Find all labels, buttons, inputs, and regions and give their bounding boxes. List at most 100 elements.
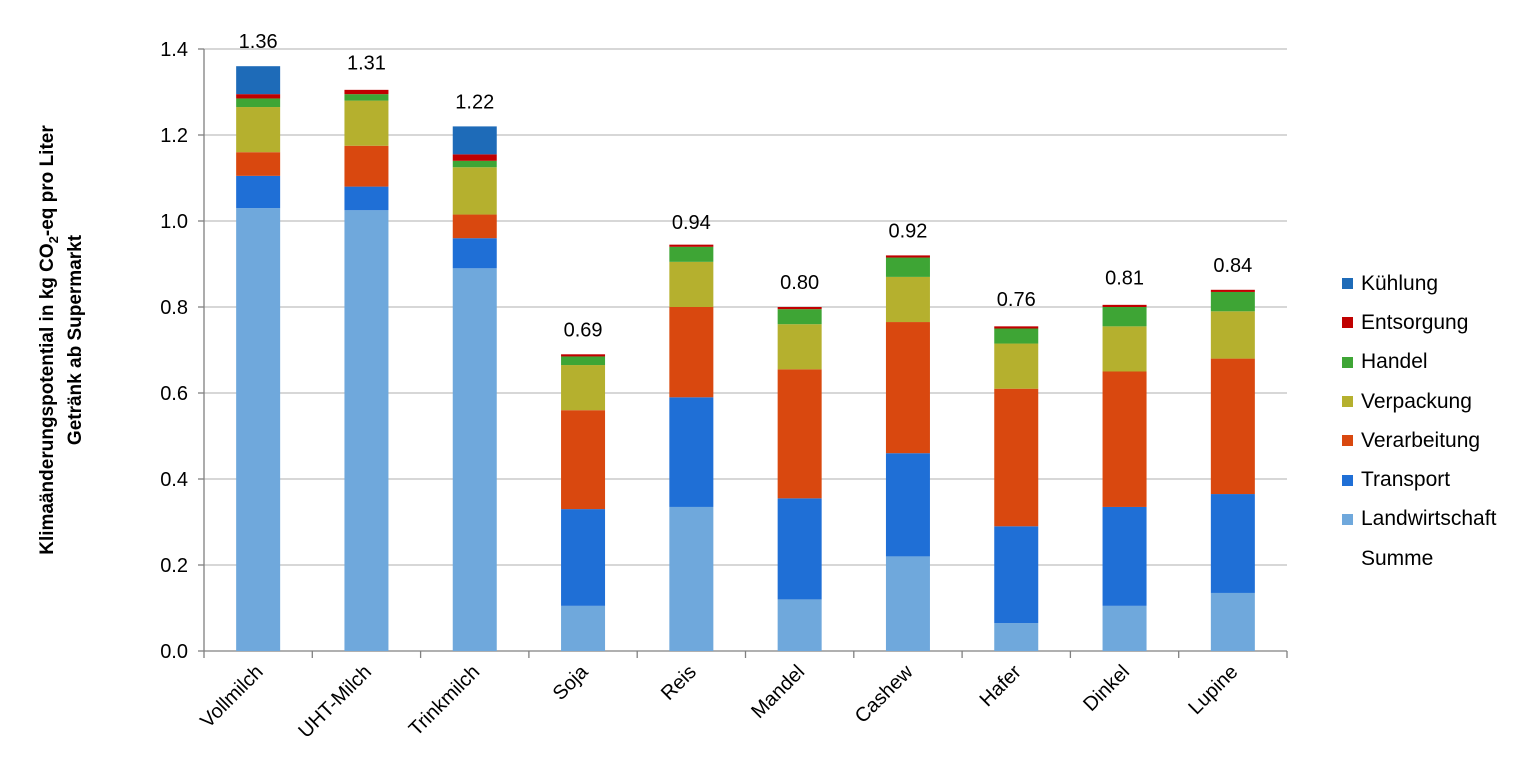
bar-segment [561,356,606,366]
bar-segment [885,276,930,323]
bar-segment [236,208,281,651]
bar-segment [1102,304,1147,307]
y-tick-label: 0.6 [160,383,188,405]
bar-segment [344,145,389,187]
bar-segment [344,94,389,101]
bar-segment [1102,307,1147,327]
legend-swatch-landwirtschaft [1342,513,1353,525]
bar-segment [669,244,714,247]
bar-segment [452,160,497,168]
bar-segment [1210,289,1255,292]
bar-segment [669,397,714,507]
bar-segment [344,100,389,146]
total-label: 0.84 [1213,255,1252,277]
x-tick-label: Vollmilch [196,661,267,732]
legend-swatch-handel [1342,356,1353,368]
legend-swatch-entsorgung [1342,317,1353,329]
bar-segment [885,255,930,258]
bar-segment [236,66,281,95]
x-tick-label: Lupine [1184,661,1242,719]
bar-segment [777,498,822,600]
legend-swatch-verpackung [1342,396,1353,408]
bar-segment [452,126,497,155]
bar-segment [561,410,606,510]
y-tick-label: 1.4 [160,39,188,61]
bar-segment [885,556,930,651]
bar-segment [777,599,822,651]
bar-segment [994,388,1039,527]
y-tick-label: 0.8 [160,297,188,319]
bar-segment [561,365,606,411]
y-tick-label: 0.2 [160,555,188,577]
x-tick-label: Soja [549,660,593,704]
total-label: 0.80 [780,272,819,294]
bar-segment [1210,358,1255,495]
bar-segment [669,261,714,307]
bar-segment [994,343,1039,389]
bar-segment [452,214,497,239]
legend-swatch-verarbeitung [1342,435,1353,447]
bar-segment [236,98,281,108]
bar-segment [777,307,822,310]
legend-item-summe: Summe [1342,539,1496,578]
y-tick-label: 0.0 [160,641,188,663]
total-label: 1.22 [455,91,494,113]
legend-swatch-kuehlung [1342,278,1353,290]
x-tick-label: Dinkel [1079,661,1134,716]
bar-segment [1102,371,1147,507]
bar-segment [561,354,606,357]
bar-segment [561,509,606,606]
total-label: 0.76 [997,289,1036,311]
legend-item-verpackung: Verpackung [1342,382,1496,421]
bar-segment [669,506,714,651]
bar-segment [885,453,930,557]
bar-segment [994,326,1039,329]
bar-segment [236,152,281,176]
x-tick-label: Reis [657,661,701,705]
bar-segment [452,154,497,161]
bar-segment [994,623,1039,651]
x-tick-label: UHT-Milch [294,661,376,743]
bar-segment [777,324,822,370]
total-label: 1.31 [347,53,386,75]
total-label: 1.36 [239,31,278,53]
x-tick-label: Cashew [851,661,918,728]
y-tick-label: 1.0 [160,211,188,233]
total-label: 0.94 [672,212,711,234]
total-label: 0.92 [888,220,927,242]
bar-segment [1102,506,1147,606]
legend-item-entsorgung: Entsorgung [1342,303,1496,342]
x-tick-label: Hafer [976,661,1026,711]
bar-segment [885,322,930,454]
legend-item-kuehlung: Kühlung [1342,264,1496,303]
bar-segment [236,94,281,99]
bar-segment [1210,592,1255,651]
bar-segment [452,238,497,269]
bar-segment [1102,326,1147,372]
legend: Kühlung Entsorgung Handel Verpackung Ver… [1342,264,1496,578]
legend-swatch-summe [1342,553,1353,564]
legend-item-transport: Transport [1342,460,1496,499]
legend-item-landwirtschaft: Landwirtschaft [1342,500,1496,539]
bar-segment [452,268,497,651]
bar-segment [452,167,497,215]
y-tick-label: 0.4 [160,469,188,491]
y-tick-label: 1.2 [160,125,188,147]
x-tick-label: Trinkmilch [405,661,484,740]
bar-segment [777,369,822,499]
bar-segment [994,328,1039,344]
bar-segment [994,526,1039,624]
bar-segment [344,186,389,211]
bar-segment [1210,311,1255,359]
total-label: 0.69 [564,319,603,341]
bar-segment [1210,291,1255,312]
bar-segment [236,175,281,209]
legend-item-handel: Handel [1342,343,1496,382]
bar-segment [344,210,389,651]
legend-item-verarbeitung: Verarbeitung [1342,421,1496,460]
bar-segment [236,107,281,153]
bar-segment [777,309,822,325]
total-label: 0.81 [1105,268,1144,290]
legend-swatch-transport [1342,474,1353,486]
